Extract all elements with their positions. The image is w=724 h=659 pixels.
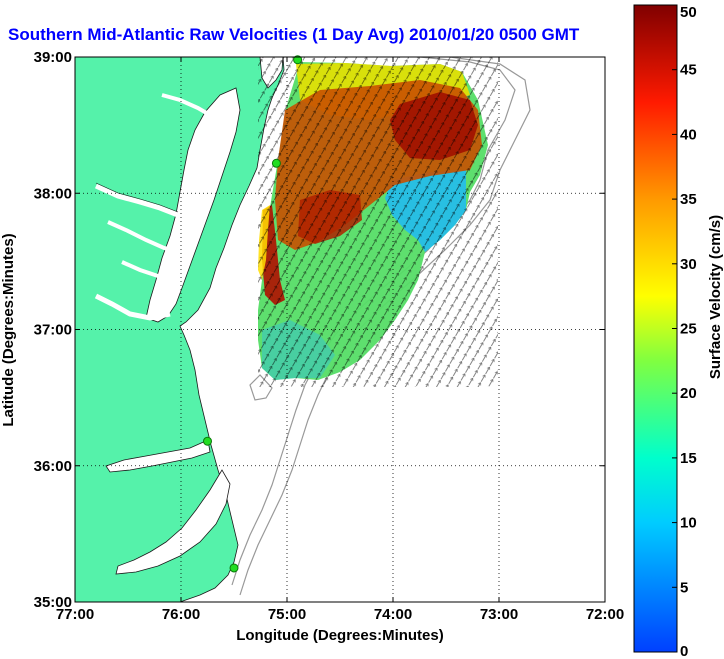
x-tick-label: 76:00 xyxy=(162,606,200,623)
upper-bay-tributary xyxy=(161,93,217,120)
y-tick-label: 37:00 xyxy=(34,322,72,339)
colorbar-scale xyxy=(633,4,678,653)
york-river xyxy=(121,260,177,284)
x-tick-label: 72:00 xyxy=(586,606,624,623)
albemarle-sound xyxy=(105,439,211,473)
x-tick-label: 77:00 xyxy=(56,606,94,623)
colorbar-tick-label: 10 xyxy=(680,515,697,532)
colorbar-tick-label: 50 xyxy=(680,4,697,21)
velocity-field xyxy=(258,57,498,387)
y-tick-label: 35:00 xyxy=(34,594,72,611)
james-river xyxy=(94,293,171,321)
radar-stations xyxy=(203,55,303,573)
colorbar-tick-label: 45 xyxy=(680,62,697,79)
grid-lines xyxy=(75,57,605,602)
y-tick-label: 39:00 xyxy=(34,49,72,66)
colorbar-tick-label: 35 xyxy=(680,191,697,208)
velocity-vectors xyxy=(258,57,498,387)
chart-title: Southern Mid-Atlantic Raw Velocities (1 … xyxy=(8,25,580,44)
x-axis: 77:00 76:00 75:00 74:00 73:00 72:00 xyxy=(56,57,624,623)
y-tick-label: 38:00 xyxy=(34,185,72,202)
pamlico-sound xyxy=(115,469,231,575)
x-tick-label: 74:00 xyxy=(374,606,412,623)
x-tick-label: 73:00 xyxy=(480,606,518,623)
radar-station-marker xyxy=(229,563,239,573)
colorbar-tick-label: 40 xyxy=(680,126,697,143)
y-tick-label: 36:00 xyxy=(34,458,72,475)
radar-station-marker xyxy=(271,158,281,168)
colorbar-label: Surface Velocity (cm/s) xyxy=(707,215,724,379)
x-tick-label: 75:00 xyxy=(268,606,306,623)
colorbar-tick-label: 20 xyxy=(680,385,697,402)
colorbar-tick-label: 5 xyxy=(680,579,688,596)
plot-area xyxy=(74,55,606,603)
y-axis-label: Latitude (Degrees:Minutes) xyxy=(0,233,17,426)
y-axis: 39:00 38:00 37:00 36:00 35:00 xyxy=(34,49,605,611)
radar-station-marker xyxy=(203,436,212,446)
colorbar-tick-label: 15 xyxy=(680,450,697,467)
x-axis-label: Longitude (Degrees:Minutes) xyxy=(236,627,444,644)
potomac-river xyxy=(94,183,179,218)
colorbar-tick-label: 0 xyxy=(680,643,688,659)
colorbar-tick-label: 25 xyxy=(680,321,697,338)
colorbar-tick-label: 30 xyxy=(680,256,697,273)
radar-station-marker xyxy=(293,55,303,65)
rappahannock-river xyxy=(107,220,183,254)
potomac-river-edge xyxy=(95,182,179,213)
